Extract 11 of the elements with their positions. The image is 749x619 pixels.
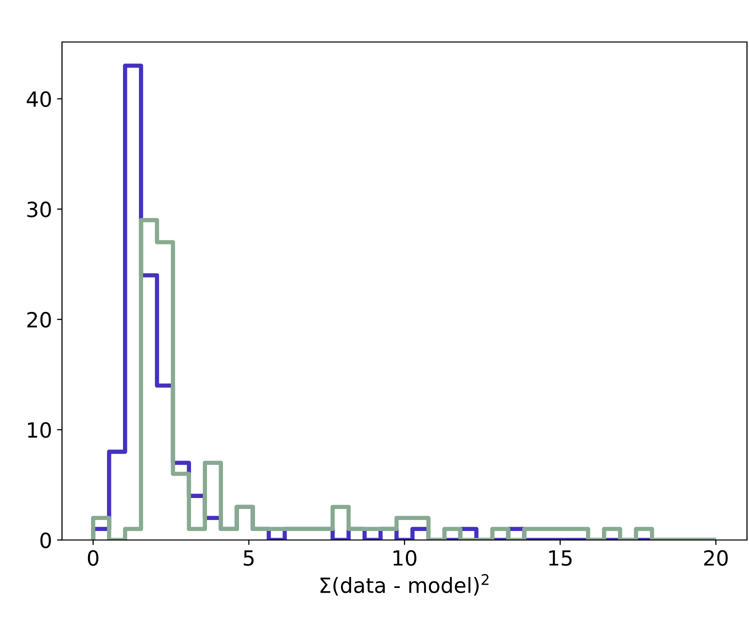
y-tick-label: 20 <box>27 312 51 328</box>
x-tick-label: 10 <box>394 550 416 566</box>
y-tick-label: 30 <box>27 202 51 218</box>
x-tick-label: 0 <box>88 550 98 566</box>
x-axis-title: Σ(data - model)$^{2}$ <box>320 574 488 596</box>
x-tick-label: 5 <box>244 550 254 566</box>
y-tick-label: 10 <box>28 422 51 438</box>
x-tick-label: 20 <box>704 550 728 566</box>
y-tick-label: 40 <box>26 91 51 108</box>
y-tick-label: 0 <box>40 532 51 548</box>
x-tick-label: 15 <box>549 550 572 566</box>
